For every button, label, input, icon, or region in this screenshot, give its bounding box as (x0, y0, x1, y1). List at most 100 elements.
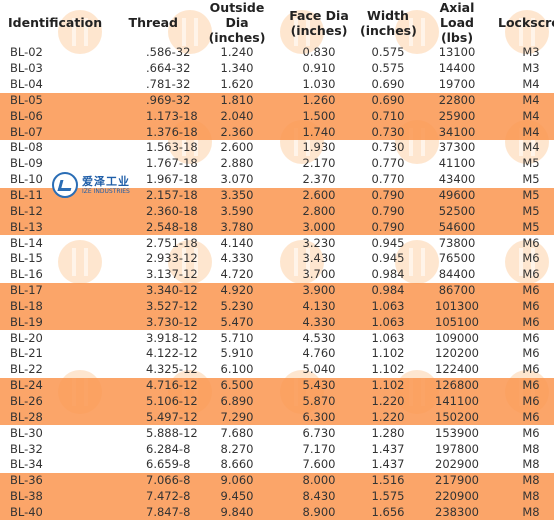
cell-width: 1.437 (371, 441, 405, 456)
cell-thread: 1.376-18 (88, 124, 198, 141)
table-row: BL-40 7.847-8 9.840 8.900 1.656 238300 M8 (0, 504, 554, 520)
cell-thread: .781-32 (146, 77, 191, 92)
table-row: BL-18 3.527-12 5.230 4.130 1.063 101300 M6 (0, 298, 554, 315)
cell-identification: BL-17 (0, 282, 88, 299)
cell-thread: 7.066-8 (88, 472, 192, 489)
cell-outside-dia: 1.240 (220, 45, 254, 60)
cell-face-dia: 2.370 (302, 172, 336, 187)
table-row: BL-24 4.716-12 6.500 5.430 1.102 126800 M6 (0, 377, 554, 394)
cell-width: 0.690 (356, 92, 420, 109)
cell-identification: BL-21 (10, 346, 43, 361)
cell-width: 1.437 (371, 457, 405, 472)
table-row: BL-13 2.548-18 3.780 3.000 0.790 54600 M5 (0, 219, 554, 236)
cell-face-dia: 1.260 (282, 92, 356, 109)
cell-outside-dia: 5.230 (192, 298, 282, 315)
cell-face-dia: 6.730 (302, 425, 336, 440)
cell-outside-dia: 4.140 (220, 235, 254, 250)
cell-axial-load: 49600 (420, 187, 494, 204)
cell-lockscrew: M4 (494, 124, 554, 141)
cell-axial-load: 76500 (438, 251, 476, 266)
cell-identification: BL-28 (0, 409, 88, 426)
header-face-dia: Face Dia (inches) (289, 7, 349, 38)
table-row: BL-34 6.659-8 8.660 7.600 1.437 202900 M8 (0, 457, 554, 473)
cell-width: 0.690 (371, 77, 405, 92)
cell-thread: 7.472-8 (88, 488, 192, 505)
cell-lockscrew: M8 (522, 441, 540, 456)
cell-lockscrew: M6 (522, 425, 540, 440)
cell-identification: BL-06 (0, 108, 88, 125)
cell-thread: 3.137-12 (146, 267, 198, 282)
cell-thread: .969-32 (88, 92, 192, 109)
cell-face-dia: 5.870 (282, 393, 356, 410)
cell-face-dia: 6.300 (282, 409, 356, 426)
cell-width: 0.710 (356, 108, 420, 125)
cell-identification: BL-36 (0, 472, 88, 489)
cell-face-dia: 0.830 (302, 45, 336, 60)
cell-thread: .664-32 (146, 61, 191, 76)
table-row: BL-05.969-32 1.810 1.260 0.690 22800 M4 (0, 92, 554, 109)
cell-lockscrew: M6 (522, 235, 540, 250)
header-identification: Identification (8, 15, 103, 30)
cell-face-dia: 5.040 (302, 362, 336, 377)
cell-outside-dia: 5.710 (220, 330, 254, 345)
cell-thread: 2.933-12 (146, 251, 198, 266)
cell-outside-dia: 3.780 (192, 219, 282, 236)
cell-outside-dia: 9.060 (192, 472, 282, 489)
cell-outside-dia: 9.840 (192, 504, 282, 520)
cell-lockscrew: M5 (522, 156, 540, 171)
cell-axial-load: 120200 (435, 346, 479, 361)
cell-lockscrew: M6 (494, 377, 554, 394)
cell-axial-load: 220900 (420, 488, 494, 505)
cell-lockscrew: M6 (494, 393, 554, 410)
cell-axial-load: 19700 (438, 77, 476, 92)
cell-outside-dia: 2.360 (192, 124, 282, 141)
header-row: Identification Thread Outside Dia (inches… (0, 0, 554, 45)
cell-lockscrew: M8 (494, 488, 554, 505)
cell-face-dia: 2.600 (282, 187, 356, 204)
cell-face-dia: 1.740 (282, 124, 356, 141)
cell-identification: BL-08 (10, 140, 43, 155)
cell-axial-load: 37300 (438, 140, 476, 155)
table-row: BL-22 4.325-12 6.100 5.040 1.102 122400 M6 (0, 362, 554, 378)
cell-lockscrew: M4 (522, 140, 540, 155)
cell-lockscrew: M6 (494, 282, 554, 299)
cell-face-dia: 2.170 (302, 156, 336, 171)
cell-width: 0.984 (371, 267, 405, 282)
cell-lockscrew: M5 (494, 187, 554, 204)
cell-identification: BL-07 (0, 124, 88, 141)
cell-width: 0.790 (356, 219, 420, 236)
table-row: BL-19 3.730-12 5.470 4.330 1.063 105100 M6 (0, 314, 554, 331)
cell-identification: BL-15 (10, 251, 43, 266)
table-row: BL-12 2.360-18 3.590 2.800 0.790 52500 M5 (0, 203, 554, 220)
cell-face-dia: 4.530 (302, 330, 336, 345)
cell-identification: BL-02 (10, 45, 43, 60)
cell-width: 0.945 (371, 235, 405, 250)
cell-thread: 4.716-12 (88, 377, 198, 394)
cell-width: 1.102 (371, 346, 405, 361)
table-row: BL-26 5.106-12 6.890 5.870 1.220 141100 M6 (0, 393, 554, 410)
cell-identification: BL-24 (0, 377, 88, 394)
cell-identification: BL-32 (10, 441, 43, 456)
cell-outside-dia: 2.880 (220, 156, 254, 171)
cell-face-dia: 4.330 (282, 314, 356, 331)
cell-axial-load: 54600 (420, 219, 494, 236)
logo-text-en: IZE INDUSTRIES (82, 187, 130, 195)
cell-outside-dia: 1.620 (220, 77, 254, 92)
cell-face-dia: 2.800 (282, 203, 356, 220)
company-logo: 爱泽工业 IZE INDUSTRIES (52, 172, 130, 198)
cell-axial-load: 105100 (420, 314, 494, 331)
table-row: BL-04 .781-32 1.620 1.030 0.690 19700 M4 (0, 77, 554, 93)
cell-axial-load: 126800 (420, 377, 494, 394)
cell-thread: 3.918-12 (146, 330, 198, 345)
table-row: BL-10 1.967-18 3.070 2.370 0.770 43400 M5 (0, 172, 554, 188)
cell-axial-load: 141100 (420, 393, 494, 410)
cell-face-dia: 3.700 (302, 267, 336, 282)
cell-thread: 1.967-18 (146, 172, 198, 187)
cell-outside-dia: 5.910 (220, 346, 254, 361)
cell-axial-load: 41100 (438, 156, 476, 171)
cell-axial-load: 43400 (438, 172, 476, 187)
cell-outside-dia: 7.290 (192, 409, 282, 426)
cell-outside-dia: 5.470 (192, 314, 282, 331)
table-row: BL-06 1.173-18 2.040 1.500 0.710 25900 M4 (0, 108, 554, 125)
